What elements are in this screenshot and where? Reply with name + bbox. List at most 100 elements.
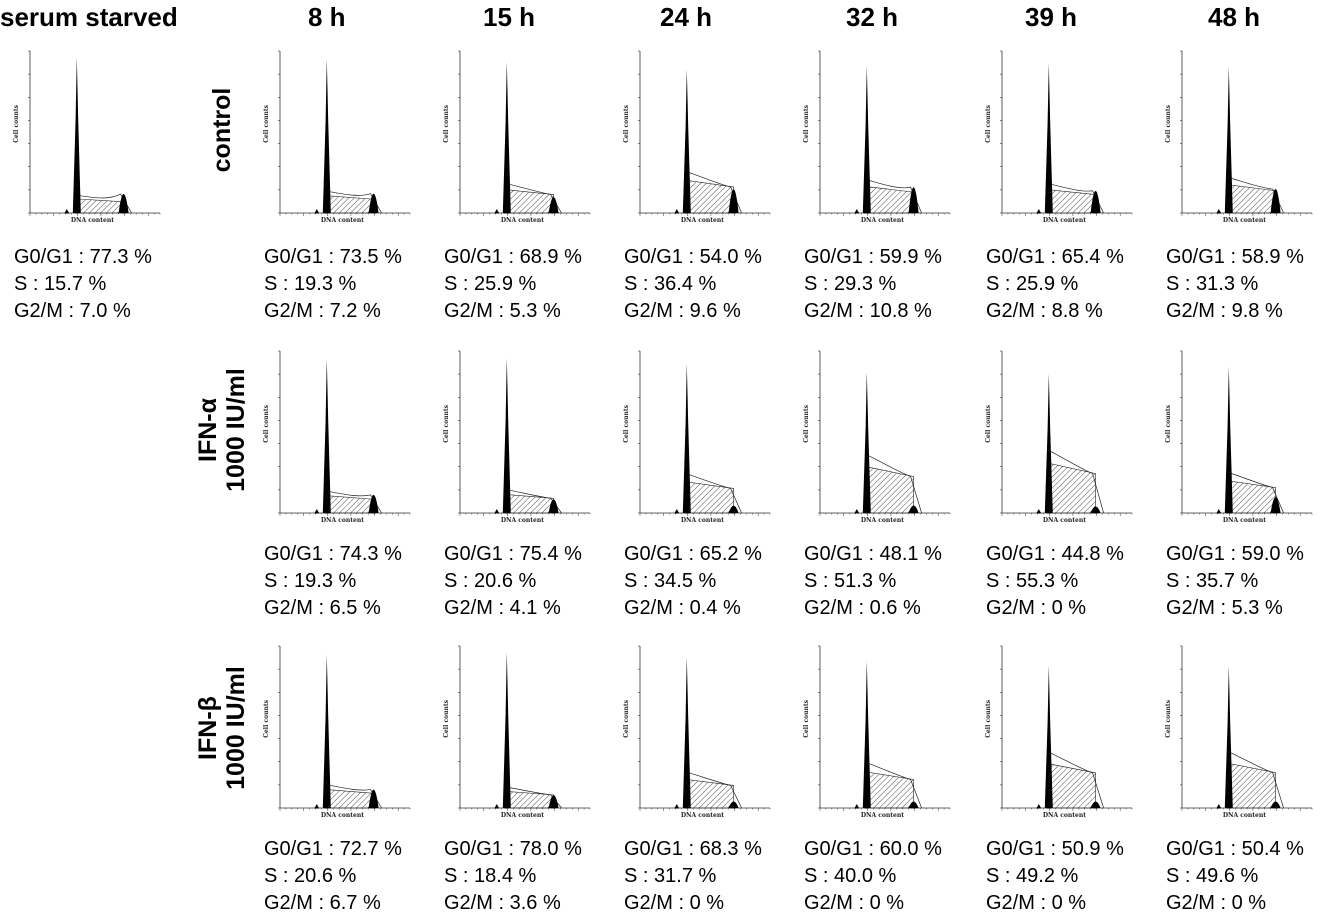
s-value-line: S : 40.0 %	[804, 863, 942, 890]
s-value: 20.6 %	[294, 865, 357, 887]
phase-stats-ifna-t48: G0/G1 : 59.0 % S : 35.7 % G2/M : 5.3 %	[1166, 541, 1304, 622]
x-axis-label: DNA content	[681, 517, 724, 524]
g2m-value: 0 %	[1231, 892, 1267, 914]
histogram-svg: Cell counts DNA content	[263, 645, 411, 819]
gate-marker	[684, 804, 690, 809]
envelope-curve	[868, 180, 922, 214]
envelope-curve	[1050, 752, 1104, 809]
s-value: 25.9 %	[1016, 273, 1079, 295]
g2m-value-line: G2/M : 0.4 %	[624, 595, 762, 622]
gate-marker	[911, 509, 917, 514]
histogram-svg: Cell counts DNA content	[443, 50, 591, 224]
g2m-value-label: G2/M :	[444, 892, 510, 914]
g0g1-value-label: G0/G1 :	[804, 838, 880, 860]
g0g1-value-line: G0/G1 : 59.9 %	[804, 244, 942, 271]
s-value: 55.3 %	[1016, 570, 1079, 592]
y-axis-label: Cell counts	[263, 699, 270, 737]
s-value: 31.3 %	[1196, 273, 1259, 295]
g0g1-value-label: G0/G1 :	[624, 246, 700, 268]
y-axis-label: Cell counts	[985, 404, 992, 442]
gate-marker	[854, 209, 860, 214]
row-label-ifnb: IFN-β 1000 IU/ml	[194, 643, 250, 813]
g2m-value: 0.4 %	[689, 597, 741, 619]
y-axis-label: Cell counts	[443, 404, 450, 442]
s-value-label: S :	[986, 273, 1017, 295]
gate-marker	[1036, 509, 1042, 514]
phase-stats-ifnb-t39: G0/G1 : 50.9 % S : 49.2 % G2/M : 0 %	[986, 836, 1124, 917]
g0g1-value: 50.4 %	[1241, 838, 1304, 860]
gate-marker	[1226, 804, 1232, 809]
y-axis-label: Cell counts	[803, 404, 810, 442]
g2m-value-label: G2/M :	[14, 300, 80, 322]
gate-marker	[314, 804, 320, 809]
envelope-curve	[328, 491, 382, 514]
g0g1-value-line: G0/G1 : 59.0 %	[1166, 541, 1304, 568]
g0g1-value-line: G0/G1 : 77.3 %	[14, 244, 152, 271]
g0g1-peak	[1224, 665, 1233, 808]
phase-stats-control-t24: G0/G1 : 54.0 % S : 36.4 % G2/M : 9.6 %	[624, 244, 762, 325]
g0g1-value-line: G0/G1 : 60.0 %	[804, 836, 942, 863]
s-value-line: S : 51.3 %	[804, 568, 942, 595]
histogram-svg: Cell counts DNA content	[13, 50, 161, 224]
gate-marker	[1216, 209, 1222, 214]
s-value-label: S :	[986, 865, 1017, 887]
histogram-panel-control-t32: Cell counts DNA content	[798, 45, 953, 224]
g0g1-value-line: G0/G1 : 50.4 %	[1166, 836, 1304, 863]
g2m-value-label: G2/M :	[804, 597, 870, 619]
g0g1-peak	[322, 358, 331, 513]
s-phase-area	[868, 772, 914, 809]
histogram-panel-ifna-t8: Cell counts DNA content	[258, 345, 413, 524]
column-title-sf: serum starved	[0, 2, 178, 32]
x-axis-label: DNA content	[71, 217, 114, 224]
phase-stats-ifna-t24: G0/G1 : 65.2 % S : 34.5 % G2/M : 0.4 %	[624, 541, 762, 622]
g0g1-peak	[1224, 366, 1233, 513]
column-title-t24: 24 h	[660, 2, 713, 32]
g0g1-value: 44.8 %	[1061, 543, 1124, 565]
envelope-curve	[1230, 177, 1284, 214]
g0g1-value: 59.9 %	[879, 246, 942, 268]
row-label-line: control	[208, 87, 236, 173]
row-label-line: 1000 IU/ml	[222, 666, 250, 790]
g0g1-value-line: G0/G1 : 78.0 %	[444, 836, 582, 863]
g2m-peak	[1090, 190, 1101, 213]
histogram-panel-ifna-t32: Cell counts DNA content	[798, 345, 953, 524]
y-axis-label: Cell counts	[263, 104, 270, 142]
g2m-value-line: G2/M : 3.6 %	[444, 890, 582, 917]
g2m-value-line: G2/M : 0 %	[624, 890, 762, 917]
s-phase-area	[1230, 763, 1276, 809]
g2m-value-label: G2/M :	[1166, 597, 1232, 619]
gate-marker	[684, 209, 690, 214]
s-phase-area	[688, 481, 734, 514]
phase-stats-control-sf: G0/G1 : 77.3 % S : 15.7 % G2/M : 7.0 %	[14, 244, 152, 325]
s-value-line: S : 18.4 %	[444, 863, 582, 890]
g2m-value: 8.8 %	[1051, 300, 1103, 322]
g2m-value-line: G2/M : 4.1 %	[444, 595, 582, 622]
s-value-label: S :	[444, 273, 475, 295]
g2m-value: 7.0 %	[79, 300, 131, 322]
histogram-panel-ifnb-t15: Cell counts DNA content	[438, 640, 593, 819]
g0g1-value-label: G0/G1 :	[444, 543, 520, 565]
s-value-label: S :	[624, 570, 655, 592]
gate-marker	[1093, 509, 1099, 514]
s-value-label: S :	[444, 865, 475, 887]
envelope-curve	[78, 193, 132, 214]
s-value-label: S :	[264, 570, 295, 592]
g0g1-value: 72.7 %	[339, 838, 402, 860]
gate-marker	[64, 209, 70, 214]
g0g1-peak	[322, 59, 331, 213]
gate-marker	[74, 209, 80, 214]
g0g1-value-label: G0/G1 :	[264, 543, 340, 565]
g2m-value: 5.3 %	[1231, 597, 1283, 619]
phase-stats-ifnb-t48: G0/G1 : 50.4 % S : 49.6 % G2/M : 0 %	[1166, 836, 1304, 917]
g2m-value: 0 %	[1051, 892, 1087, 914]
gate-marker	[371, 509, 377, 514]
s-value-label: S :	[1166, 273, 1197, 295]
gate-marker	[314, 509, 320, 514]
g0g1-peak	[682, 363, 691, 513]
g0g1-peak	[1044, 665, 1053, 808]
envelope-curve	[1230, 752, 1284, 809]
g0g1-peak	[682, 69, 691, 214]
g2m-value-label: G2/M :	[1166, 892, 1232, 914]
g0g1-value-line: G0/G1 : 68.3 %	[624, 836, 762, 863]
gate-marker	[324, 804, 330, 809]
